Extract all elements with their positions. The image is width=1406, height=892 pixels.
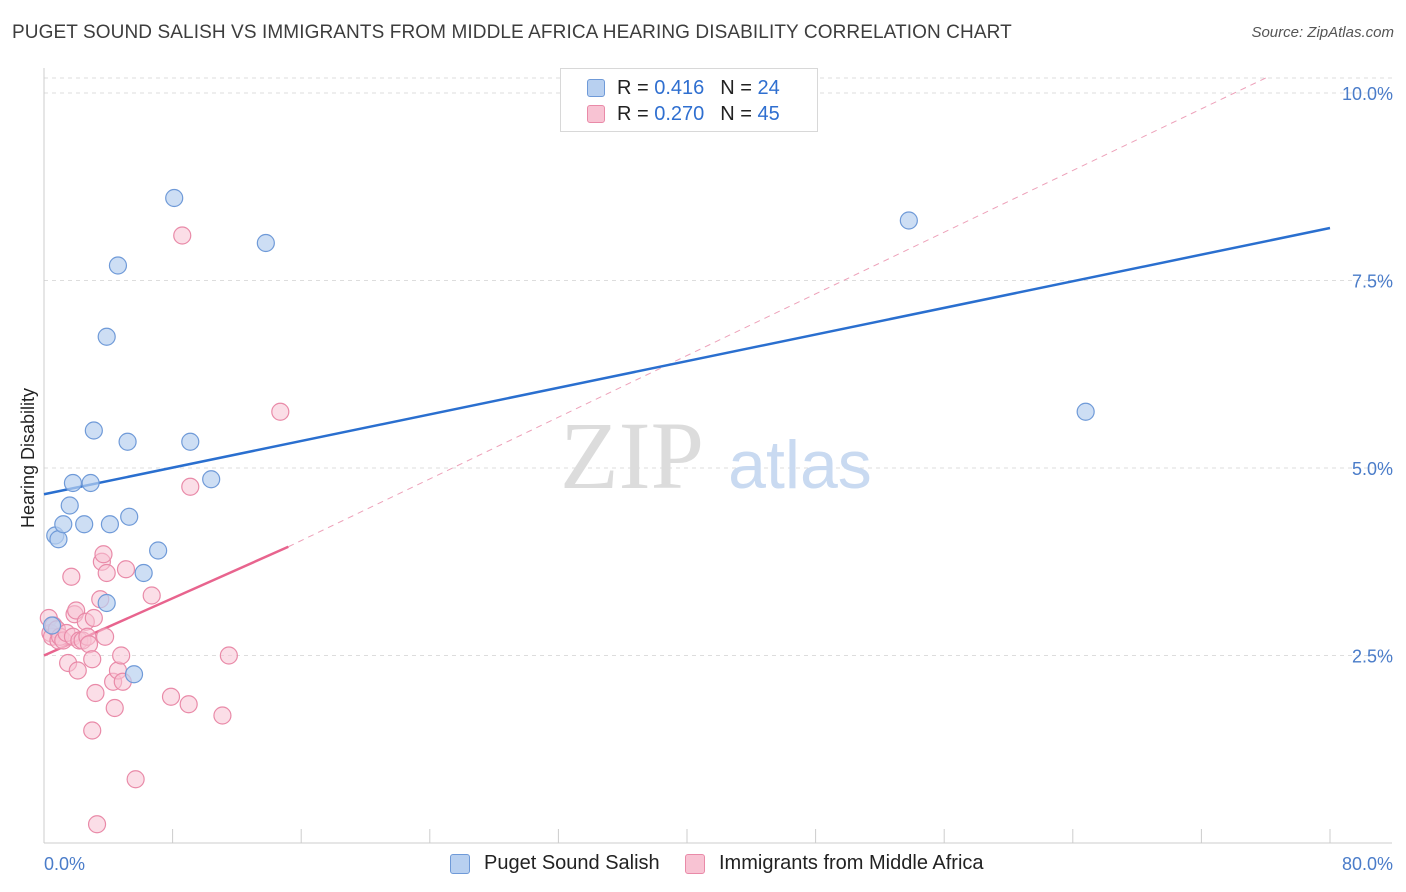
point-puget-sound-salish	[134, 563, 153, 583]
legend-item-immigrants-middle-africa: Immigrants from Middle Africa	[685, 852, 984, 875]
trend-line-puget-sound-salish	[43, 226, 1331, 496]
point-immigrants-middle-africa	[105, 698, 124, 718]
point-immigrants-middle-africa	[83, 721, 102, 740]
point-immigrants-middle-africa	[68, 661, 87, 680]
legend-swatch-blue	[587, 79, 605, 97]
y-tick-label: 2.5%	[1352, 647, 1393, 667]
point-immigrants-middle-africa	[83, 650, 102, 669]
legend-n-label: N =	[720, 102, 752, 125]
y-tick-label: 7.5%	[1352, 272, 1393, 292]
legend-item-label: Immigrants from Middle Africa	[719, 852, 984, 874]
point-immigrants-middle-africa	[97, 563, 116, 583]
point-immigrants-middle-africa	[62, 567, 81, 586]
point-immigrants-middle-africa	[126, 770, 145, 789]
point-puget-sound-salish	[149, 541, 168, 560]
trend-line-extended-immigrants	[288, 77, 1266, 548]
chart-title: PUGET SOUND SALISH VS IMMIGRANTS FROM MI…	[12, 22, 1012, 43]
point-puget-sound-salish	[181, 432, 200, 451]
point-immigrants-middle-africa	[79, 635, 99, 654]
legend-r-label: R =	[617, 102, 649, 125]
point-puget-sound-salish	[75, 515, 94, 534]
legend-r-label: R =	[617, 76, 649, 99]
point-immigrants-middle-africa	[219, 646, 238, 665]
legend-item-puget-sound-salish: Puget Sound Salish	[450, 852, 660, 875]
point-immigrants-middle-africa	[94, 545, 113, 564]
point-immigrants-middle-africa	[181, 477, 200, 496]
point-puget-sound-salish	[49, 530, 68, 549]
point-immigrants-middle-africa	[84, 608, 103, 628]
point-puget-sound-salish	[118, 432, 137, 451]
watermark-zip: ZIP	[560, 402, 704, 509]
legend-n-value: 45	[757, 102, 780, 125]
point-puget-sound-salish	[899, 211, 918, 230]
point-puget-sound-salish	[1076, 402, 1095, 421]
stats-legend: R = 0.416 N = 24 R = 0.270 N = 45	[560, 68, 818, 132]
point-immigrants-middle-africa	[161, 687, 181, 706]
y-axis-label: Hearing Disability	[18, 388, 38, 528]
legend-r-value: 0.416	[654, 76, 705, 99]
legend-row-series2: R = 0.270 N = 45	[587, 101, 780, 127]
point-puget-sound-salish	[97, 593, 116, 613]
point-immigrants-middle-africa	[95, 627, 115, 646]
point-immigrants-middle-africa	[142, 586, 161, 605]
y-tick-label: 5.0%	[1352, 459, 1393, 479]
point-puget-sound-salish	[42, 616, 62, 635]
point-puget-sound-salish	[97, 327, 116, 346]
point-puget-sound-salish	[63, 473, 83, 493]
point-immigrants-middle-africa	[86, 683, 105, 703]
point-puget-sound-salish	[256, 233, 275, 253]
x-tick-label-max: 80.0%	[1342, 854, 1393, 874]
data-points	[39, 188, 1095, 834]
point-immigrants-middle-africa	[173, 226, 192, 245]
point-immigrants-middle-africa	[112, 646, 131, 665]
point-puget-sound-salish	[84, 421, 103, 440]
trend-lines	[43, 77, 1331, 657]
point-immigrants-middle-africa	[213, 706, 232, 725]
watermark-atlas: atlas	[728, 427, 872, 503]
legend-item-label: Puget Sound Salish	[484, 852, 660, 874]
legend-n-label: N =	[720, 76, 752, 99]
axes	[43, 68, 1392, 844]
watermark: ZIP atlas	[560, 402, 872, 509]
point-immigrants-middle-africa	[87, 815, 107, 834]
point-puget-sound-salish	[100, 515, 120, 534]
point-puget-sound-salish	[108, 256, 128, 275]
point-puget-sound-salish	[124, 665, 144, 684]
legend-swatch-pink	[587, 105, 605, 123]
legend-n-value: 24	[757, 76, 780, 99]
point-puget-sound-salish	[54, 515, 73, 534]
point-puget-sound-salish	[165, 188, 184, 208]
point-puget-sound-salish	[202, 470, 221, 489]
series-legend: Puget Sound Salish Immigrants from Middl…	[0, 852, 1406, 878]
legend-swatch-blue	[450, 853, 470, 874]
point-puget-sound-salish	[120, 507, 139, 526]
point-puget-sound-salish	[60, 496, 79, 515]
point-puget-sound-salish	[81, 473, 100, 493]
axis-labels: 2.5% 5.0% 7.5% 10.0% 0.0% 80.0% Hearing Disabi…	[18, 84, 1393, 874]
legend-swatch-pink	[685, 853, 705, 874]
y-tick-label: 10.0%	[1342, 84, 1393, 104]
gridlines	[44, 77, 1392, 656]
point-immigrants-middle-africa	[116, 560, 136, 579]
legend-row-series1: R = 0.416 N = 24	[587, 75, 780, 101]
legend-r-value: 0.270	[654, 102, 705, 125]
source-label: Source: ZipAtlas.com	[1251, 24, 1394, 41]
point-immigrants-middle-africa	[271, 402, 290, 421]
x-tick-label-min: 0.0%	[44, 854, 85, 874]
point-immigrants-middle-africa	[179, 695, 198, 714]
